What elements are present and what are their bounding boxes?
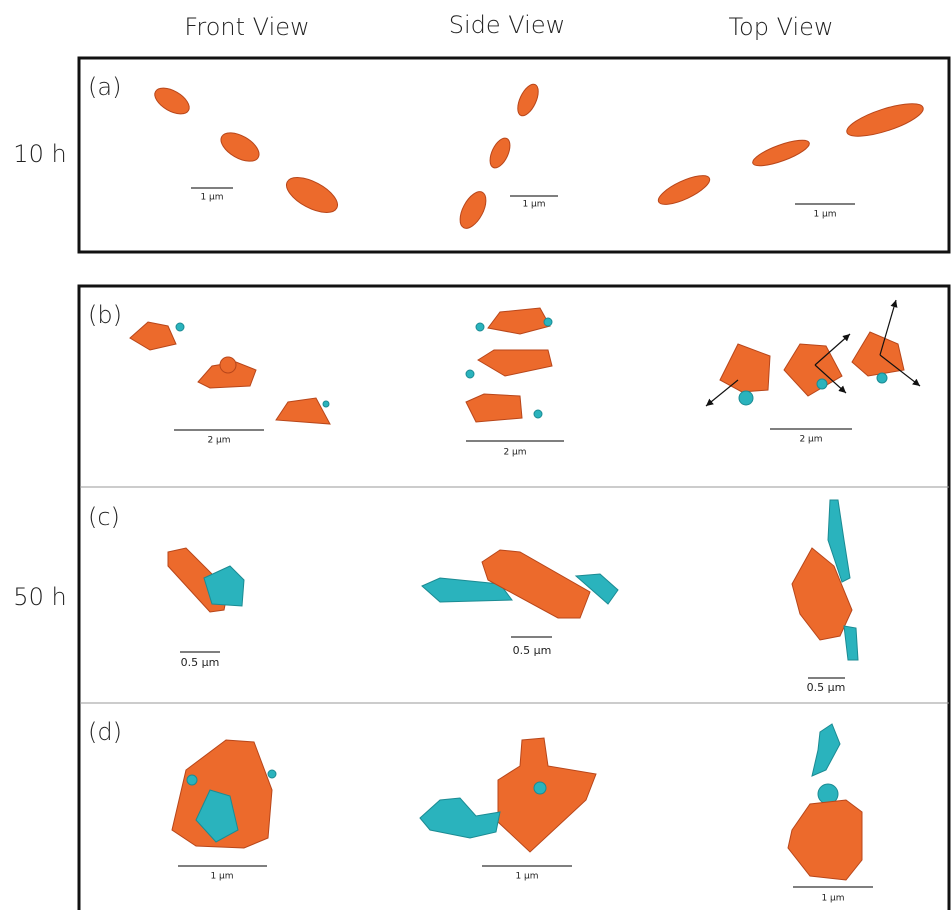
row-label: 10 h: [13, 140, 66, 168]
scale-label: 2 µm: [503, 448, 526, 458]
arrow: [879, 299, 898, 356]
particles: [129, 307, 905, 425]
arrow: [879, 354, 921, 387]
particles: [167, 499, 859, 661]
scale-label: 1 µm: [522, 200, 545, 210]
scale-label: 1 µm: [813, 210, 836, 220]
panel-frame: [77, 56, 951, 254]
panel-label: (b): [88, 301, 122, 329]
panel-label: (d): [88, 718, 122, 746]
column-header: Side View: [449, 11, 565, 39]
scale-label: 2 µm: [799, 435, 822, 445]
particles: [154, 83, 924, 229]
scale-label: 2 µm: [207, 436, 230, 446]
panel-label: (c): [88, 503, 120, 531]
column-header: Front View: [184, 13, 309, 41]
row-label: 50 h: [13, 583, 66, 611]
scale-label: 0.5 µm: [181, 656, 220, 669]
arrow: [814, 333, 851, 366]
panel-frame: [77, 284, 951, 910]
scale-label: 0.5 µm: [807, 681, 846, 694]
column-header: Top View: [728, 13, 833, 41]
arrow: [705, 379, 739, 407]
scale-label: 1 µm: [515, 872, 538, 882]
scale-label: 1 µm: [821, 894, 844, 904]
scale-label: 1 µm: [200, 193, 223, 203]
panel-label: (a): [88, 73, 121, 101]
particles: [171, 723, 863, 881]
scale-label: 1 µm: [210, 872, 233, 882]
arrow: [814, 364, 847, 394]
scale-label: 0.5 µm: [513, 644, 552, 657]
